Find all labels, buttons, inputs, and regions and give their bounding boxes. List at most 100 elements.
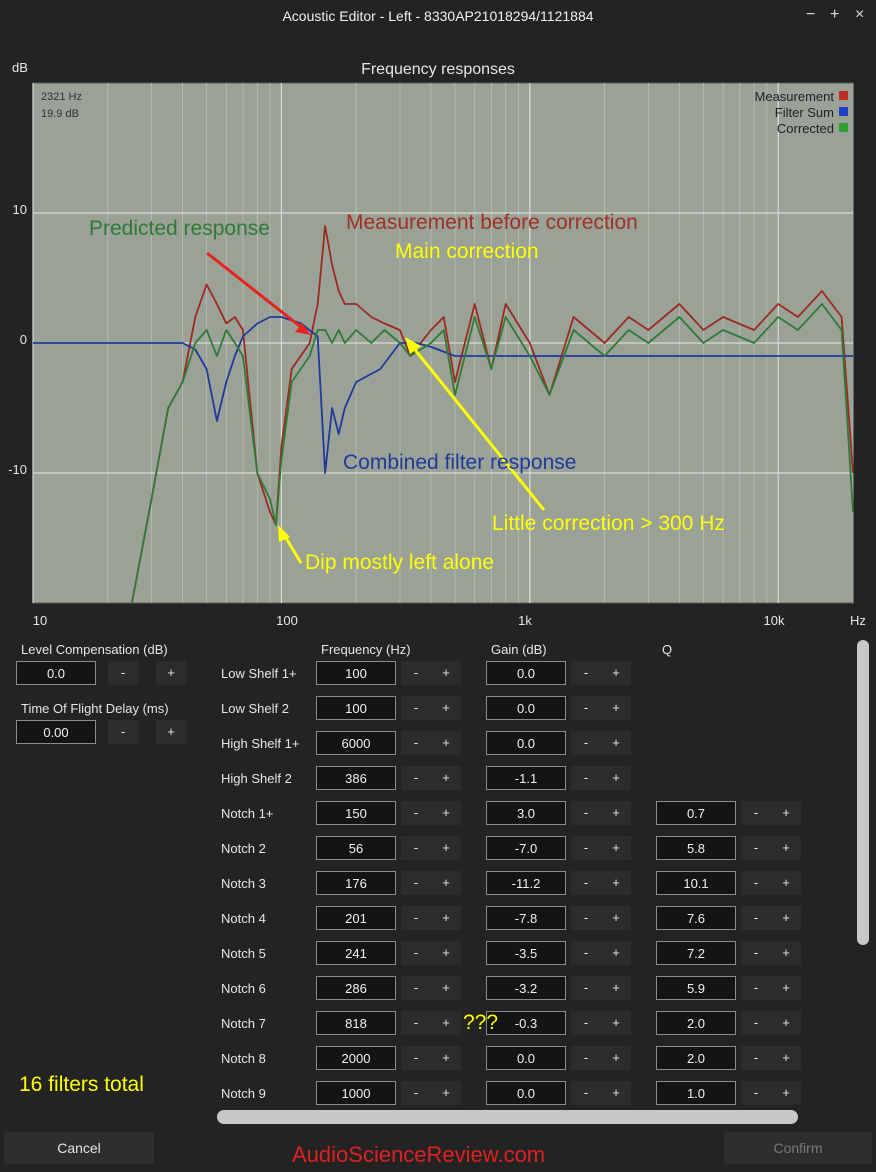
frequency-input[interactable]: 150 <box>316 801 396 825</box>
frequency-response-chart[interactable]: 2321 Hz 19.9 dB Measurement Filter Sum C… <box>0 80 876 625</box>
q-plus-button[interactable]: + <box>771 1081 801 1105</box>
gain-plus-button[interactable]: + <box>601 976 631 1000</box>
q-minus-button[interactable]: - <box>741 1011 771 1035</box>
minimize-icon[interactable]: − <box>806 6 816 23</box>
q-minus-button[interactable]: - <box>741 871 771 895</box>
q-plus-button[interactable]: + <box>771 1011 801 1035</box>
q-minus-button[interactable]: - <box>741 801 771 825</box>
frequency-plus-button[interactable]: + <box>431 1011 461 1035</box>
q-minus-button[interactable]: - <box>741 941 771 965</box>
q-input[interactable]: 2.0 <box>656 1011 736 1035</box>
q-minus-button[interactable]: - <box>741 976 771 1000</box>
q-plus-button[interactable]: + <box>771 941 801 965</box>
tof-plus-button[interactable]: + <box>156 720 186 744</box>
gain-input[interactable]: 0.0 <box>486 1081 566 1105</box>
gain-plus-button[interactable]: + <box>601 801 631 825</box>
frequency-input[interactable]: 286 <box>316 976 396 1000</box>
frequency-input[interactable]: 100 <box>316 696 396 720</box>
tof-minus-button[interactable]: - <box>108 720 138 744</box>
gain-minus-button[interactable]: - <box>571 941 601 965</box>
gain-plus-button[interactable]: + <box>601 766 631 790</box>
close-icon[interactable]: × <box>855 6 865 23</box>
frequency-minus-button[interactable]: - <box>401 906 431 930</box>
frequency-minus-button[interactable]: - <box>401 1011 431 1035</box>
gain-minus-button[interactable]: - <box>571 976 601 1000</box>
frequency-minus-button[interactable]: - <box>401 766 431 790</box>
gain-input[interactable]: 0.0 <box>486 661 566 685</box>
gain-plus-button[interactable]: + <box>601 1046 631 1070</box>
q-input[interactable]: 2.0 <box>656 1046 736 1070</box>
gain-minus-button[interactable]: - <box>571 836 601 860</box>
q-minus-button[interactable]: - <box>741 906 771 930</box>
q-input[interactable]: 1.0 <box>656 1081 736 1105</box>
gain-minus-button[interactable]: - <box>571 1011 601 1035</box>
frequency-plus-button[interactable]: + <box>431 836 461 860</box>
q-plus-button[interactable]: + <box>771 801 801 825</box>
frequency-input[interactable]: 818 <box>316 1011 396 1035</box>
frequency-plus-button[interactable]: + <box>431 1081 461 1105</box>
gain-input[interactable]: -3.5 <box>486 941 566 965</box>
gain-minus-button[interactable]: - <box>571 661 601 685</box>
frequency-input[interactable]: 386 <box>316 766 396 790</box>
gain-input[interactable]: -7.0 <box>486 836 566 860</box>
q-input[interactable]: 5.9 <box>656 976 736 1000</box>
gain-input[interactable]: -0.3 <box>486 1011 566 1035</box>
frequency-minus-button[interactable]: - <box>401 941 431 965</box>
q-input[interactable]: 7.6 <box>656 906 736 930</box>
frequency-plus-button[interactable]: + <box>431 661 461 685</box>
q-plus-button[interactable]: + <box>771 871 801 895</box>
gain-plus-button[interactable]: + <box>601 906 631 930</box>
frequency-plus-button[interactable]: + <box>431 976 461 1000</box>
gain-input[interactable]: 0.0 <box>486 696 566 720</box>
frequency-plus-button[interactable]: + <box>431 906 461 930</box>
frequency-plus-button[interactable]: + <box>431 941 461 965</box>
frequency-plus-button[interactable]: + <box>431 801 461 825</box>
gain-plus-button[interactable]: + <box>601 696 631 720</box>
gain-plus-button[interactable]: + <box>601 941 631 965</box>
gain-input[interactable]: -3.2 <box>486 976 566 1000</box>
frequency-input[interactable]: 176 <box>316 871 396 895</box>
frequency-input[interactable]: 241 <box>316 941 396 965</box>
q-plus-button[interactable]: + <box>771 976 801 1000</box>
confirm-button[interactable]: Confirm <box>724 1132 872 1164</box>
gain-minus-button[interactable]: - <box>571 871 601 895</box>
gain-minus-button[interactable]: - <box>571 1081 601 1105</box>
frequency-minus-button[interactable]: - <box>401 696 431 720</box>
gain-plus-button[interactable]: + <box>601 1011 631 1035</box>
gain-plus-button[interactable]: + <box>601 661 631 685</box>
gain-minus-button[interactable]: - <box>571 1046 601 1070</box>
q-minus-button[interactable]: - <box>741 1046 771 1070</box>
frequency-minus-button[interactable]: - <box>401 1046 431 1070</box>
gain-input[interactable]: 0.0 <box>486 731 566 755</box>
frequency-input[interactable]: 201 <box>316 906 396 930</box>
q-minus-button[interactable]: - <box>741 1081 771 1105</box>
gain-input[interactable]: 0.0 <box>486 1046 566 1070</box>
frequency-minus-button[interactable]: - <box>401 836 431 860</box>
frequency-plus-button[interactable]: + <box>431 731 461 755</box>
maximize-icon[interactable]: + <box>830 6 840 23</box>
frequency-minus-button[interactable]: - <box>401 1081 431 1105</box>
q-plus-button[interactable]: + <box>771 836 801 860</box>
frequency-minus-button[interactable]: - <box>401 801 431 825</box>
tof-delay-input[interactable]: 0.00 <box>16 720 96 744</box>
level-minus-button[interactable]: - <box>108 661 138 685</box>
gain-minus-button[interactable]: - <box>571 731 601 755</box>
q-plus-button[interactable]: + <box>771 906 801 930</box>
gain-minus-button[interactable]: - <box>571 801 601 825</box>
frequency-input[interactable]: 2000 <box>316 1046 396 1070</box>
frequency-minus-button[interactable]: - <box>401 731 431 755</box>
cancel-button[interactable]: Cancel <box>4 1132 154 1164</box>
frequency-input[interactable]: 1000 <box>316 1081 396 1105</box>
horizontal-scrollbar[interactable] <box>217 1110 798 1124</box>
level-compensation-input[interactable]: 0.0 <box>16 661 96 685</box>
frequency-minus-button[interactable]: - <box>401 661 431 685</box>
frequency-minus-button[interactable]: - <box>401 871 431 895</box>
gain-plus-button[interactable]: + <box>601 836 631 860</box>
gain-minus-button[interactable]: - <box>571 766 601 790</box>
frequency-plus-button[interactable]: + <box>431 696 461 720</box>
frequency-input[interactable]: 100 <box>316 661 396 685</box>
q-minus-button[interactable]: - <box>741 836 771 860</box>
gain-plus-button[interactable]: + <box>601 731 631 755</box>
frequency-plus-button[interactable]: + <box>431 1046 461 1070</box>
q-input[interactable]: 7.2 <box>656 941 736 965</box>
